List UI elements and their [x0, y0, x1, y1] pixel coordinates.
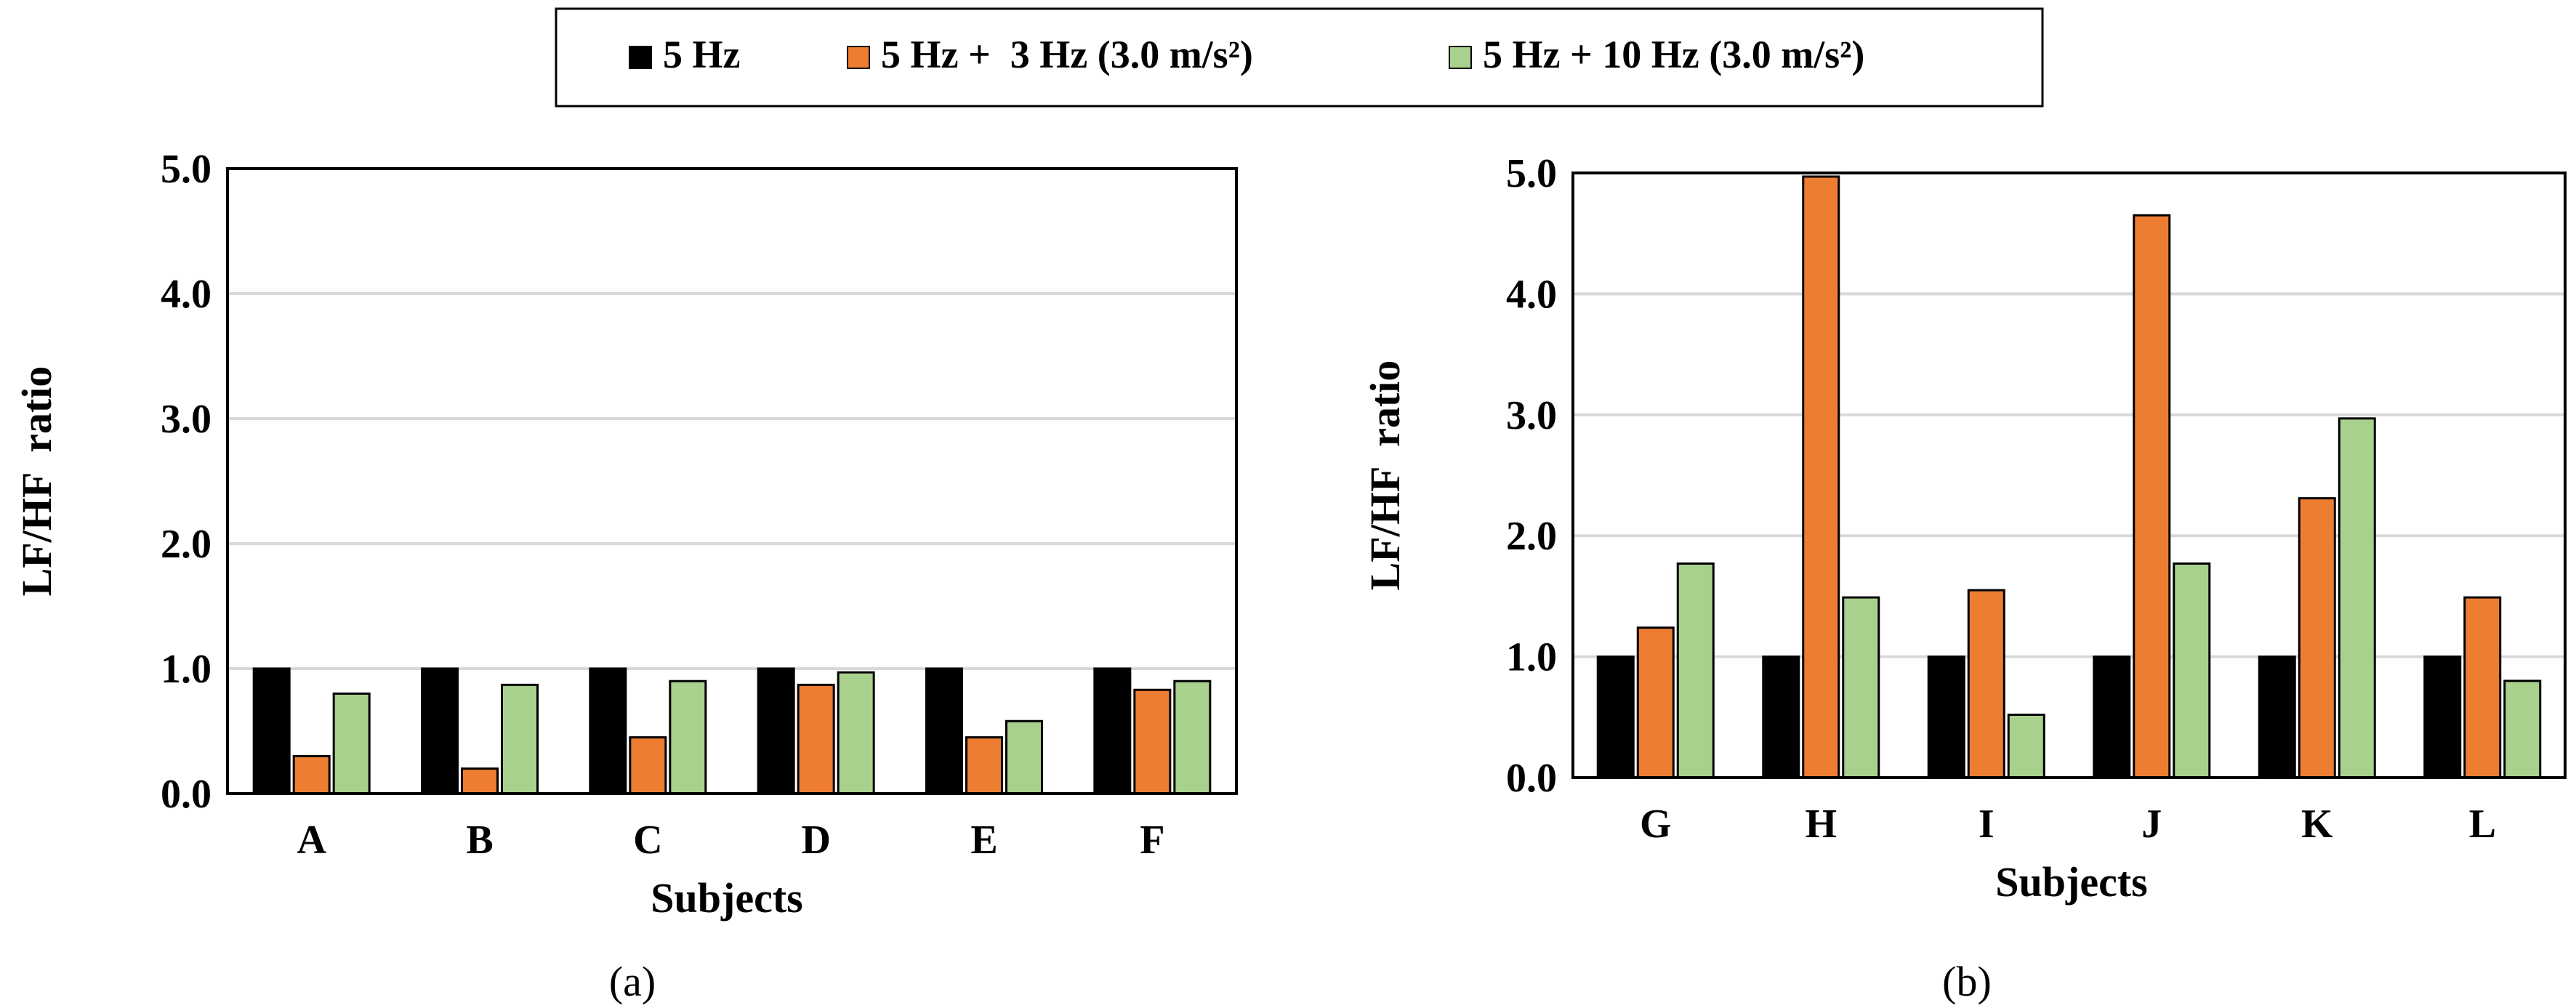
bar-b-J-series-3 — [2173, 562, 2211, 779]
x-tick-label-a-A: A — [297, 818, 326, 863]
x-axis-label-a: Subjects — [651, 874, 802, 922]
x-axis-label-b: Subjects — [1995, 858, 2147, 906]
bar-b-K-series-3 — [2338, 417, 2376, 779]
x-tick-label-b-I: I — [1979, 802, 1995, 847]
gridlines-b — [1573, 292, 2565, 658]
bar-a-D-series-1 — [757, 667, 795, 795]
bar-a-C-series-2 — [629, 736, 667, 795]
legend: 5 Hz 5 Hz + 3 Hz (3.0 m/s²) 5 Hz + 10 Hz… — [555, 7, 2044, 108]
x-tick-label-a-D: D — [801, 818, 830, 863]
bar-b-I-series-2 — [1967, 589, 2005, 779]
y-tick-label-b-3: 3.0 — [1506, 393, 1557, 438]
bar-a-B-series-2 — [461, 767, 499, 795]
bar-a-C-series-1 — [589, 667, 627, 795]
bar-a-F-series-1 — [1093, 667, 1132, 795]
y-tick-label-b-0: 0.0 — [1506, 756, 1557, 801]
chart-panel-a: 0.0 1.0 2.0 3.0 4.0 5.0 A B C D E F LF/HF ratio Su… — [13, 147, 1238, 1005]
legend-box — [555, 7, 2044, 108]
bar-a-A-series-1 — [252, 667, 291, 795]
x-tick-label-b-J: J — [2141, 802, 2162, 847]
legend-label-3: 5 Hz + 10 Hz (3.0 m/s²) — [1483, 33, 1864, 76]
bar-b-I-series-1 — [1927, 656, 1965, 779]
bar-a-D-series-3 — [837, 671, 875, 795]
y-axis-label-b: LF/HF ratio — [1361, 360, 1409, 591]
bar-a-B-series-3 — [501, 683, 539, 795]
chart-panel-b: 0.0 1.0 2.0 3.0 4.0 5.0 G H I J K L LF/HF ratio Su… — [1361, 151, 2567, 1005]
y-tick-label-b-1: 1.0 — [1506, 635, 1557, 680]
x-tick-label-b-K: K — [2301, 802, 2333, 847]
bar-b-I-series-3 — [2007, 713, 2045, 779]
bar-b-K-series-2 — [2298, 497, 2336, 779]
legend-entry-2: 5 Hz + 3 Hz (3.0 m/s²) — [847, 33, 1253, 76]
bar-a-C-series-3 — [669, 680, 707, 795]
bar-b-G-series-3 — [1676, 562, 1715, 779]
bar-a-A-series-3 — [332, 692, 371, 795]
x-tick-label-a-F: F — [1140, 818, 1164, 863]
y-ticks-b: 0.0 1.0 2.0 3.0 4.0 5.0 — [1506, 151, 1557, 801]
x-tick-label-b-H: H — [1805, 802, 1837, 847]
legend-entry-3: 5 Hz + 10 Hz (3.0 m/s²) — [1449, 33, 1864, 76]
y-tick-label-a-4: 4.0 — [161, 272, 212, 317]
bar-b-J-series-2 — [2133, 214, 2171, 779]
bar-b-H-series-1 — [1762, 656, 1800, 779]
y-tick-label-b-4: 4.0 — [1506, 272, 1557, 317]
legend-swatch-1 — [629, 46, 652, 69]
x-ticks-b: G H I J K L — [1640, 802, 2496, 847]
y-ticks-a: 0.0 1.0 2.0 3.0 4.0 5.0 — [161, 147, 212, 817]
bar-b-L-series-1 — [2423, 656, 2462, 779]
y-axis-label-a: LF/HF ratio — [13, 366, 60, 597]
bar-b-K-series-1 — [2258, 656, 2296, 779]
bar-a-F-series-3 — [1173, 680, 1212, 795]
bar-b-L-series-3 — [2503, 680, 2542, 779]
plot-area-a — [226, 167, 1238, 795]
bar-b-G-series-1 — [1596, 656, 1635, 779]
bar-b-H-series-3 — [1842, 596, 1880, 779]
legend-label-2: 5 Hz + 3 Hz (3.0 m/s²) — [881, 33, 1253, 76]
bar-b-G-series-2 — [1636, 626, 1675, 779]
bar-b-L-series-2 — [2463, 596, 2502, 779]
bar-a-E-series-1 — [925, 667, 963, 795]
x-tick-label-a-C: C — [633, 818, 662, 863]
bar-a-B-series-1 — [421, 667, 459, 795]
panel-label-b: (b) — [1942, 958, 1992, 1005]
x-tick-label-b-G: G — [1640, 802, 1672, 847]
legend-swatch-3 — [1449, 46, 1472, 69]
y-tick-label-a-5: 5.0 — [161, 147, 212, 192]
y-tick-label-a-3: 3.0 — [161, 397, 212, 442]
plot-area-b — [1571, 172, 2567, 779]
x-tick-label-a-E: E — [970, 818, 997, 863]
bar-a-E-series-3 — [1005, 719, 1043, 795]
legend-swatch-2 — [847, 46, 870, 69]
bar-a-D-series-2 — [797, 683, 835, 795]
bars-b — [1596, 175, 2542, 779]
gridlines-a — [228, 292, 1236, 670]
bar-a-E-series-2 — [965, 736, 1003, 795]
bar-b-H-series-2 — [1802, 175, 1840, 779]
x-ticks-a: A B C D E F — [297, 818, 1164, 863]
panel-label-a: (a) — [609, 958, 656, 1005]
x-tick-label-a-B: B — [466, 818, 493, 863]
legend-entry-1: 5 Hz — [629, 33, 740, 76]
y-tick-label-a-1: 1.0 — [161, 647, 212, 692]
y-tick-label-b-5: 5.0 — [1506, 151, 1557, 196]
x-tick-label-b-L: L — [2469, 802, 2496, 847]
bar-a-F-series-2 — [1133, 688, 1172, 795]
y-tick-label-b-2: 2.0 — [1506, 514, 1557, 559]
bar-a-A-series-2 — [292, 754, 331, 795]
legend-label-1: 5 Hz — [663, 33, 740, 76]
bars-a — [252, 667, 1212, 795]
y-tick-label-a-2: 2.0 — [161, 522, 212, 567]
y-tick-label-a-0: 0.0 — [161, 772, 212, 817]
bar-b-J-series-1 — [2093, 656, 2131, 779]
